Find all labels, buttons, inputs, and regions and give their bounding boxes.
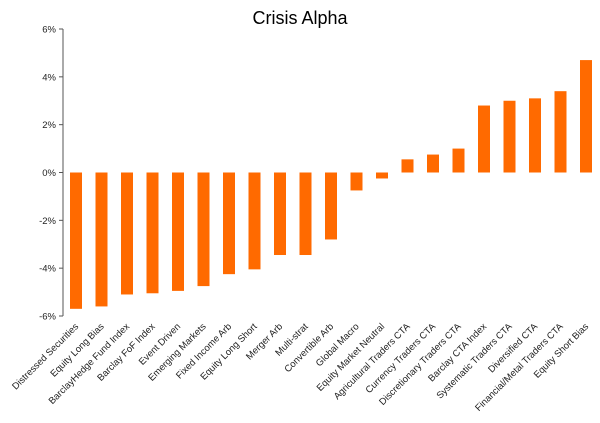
y-tick-label: -6%	[39, 312, 56, 323]
bar	[529, 98, 541, 173]
y-tick-label: -4%	[39, 264, 56, 275]
bar	[248, 172, 261, 270]
bar	[427, 154, 439, 173]
bar	[401, 159, 414, 173]
bar	[503, 100, 516, 173]
bar	[146, 172, 159, 294]
bar	[452, 148, 465, 173]
y-tick-label: -2%	[39, 216, 56, 227]
bar	[223, 172, 235, 275]
bar	[172, 172, 184, 291]
y-tick-label: 0%	[42, 168, 56, 179]
bar	[197, 172, 210, 287]
bar	[350, 172, 363, 191]
bar	[70, 172, 82, 309]
y-tick-label: 6%	[42, 25, 56, 36]
y-tick-label: 4%	[42, 72, 56, 83]
y-tick-label: 2%	[42, 120, 56, 131]
bar	[478, 105, 490, 173]
chart-title: Crisis Alpha	[252, 8, 348, 28]
bar	[299, 172, 312, 256]
bar	[580, 60, 592, 173]
bar	[121, 172, 133, 295]
bar	[95, 172, 108, 307]
bar	[554, 91, 567, 173]
bar	[376, 172, 388, 179]
bar	[325, 172, 337, 240]
bars	[70, 60, 592, 309]
bar	[274, 172, 286, 256]
y-axis: 6% 4% 2% 0% -2% -4% -6%	[39, 25, 64, 323]
